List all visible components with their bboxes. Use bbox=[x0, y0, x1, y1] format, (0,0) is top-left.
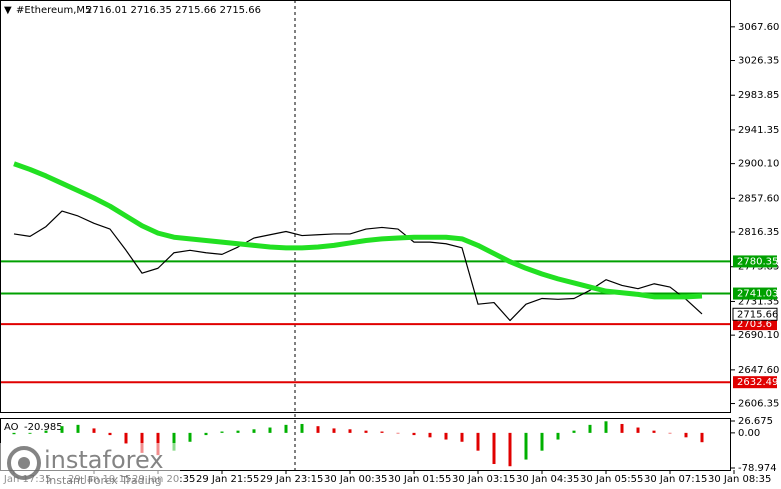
ao-current: -20.985 bbox=[24, 422, 63, 433]
ao-bar bbox=[604, 421, 608, 433]
level-label: 2780.35 bbox=[737, 256, 778, 267]
x-tick-label: 30 Jan 08:35 bbox=[708, 474, 771, 485]
moving-average bbox=[13, 161, 703, 300]
x-tick-label: 30 Jan 07:15 bbox=[644, 474, 707, 485]
tagline: Instant Forex Trading bbox=[46, 474, 162, 487]
ao-bar bbox=[668, 432, 672, 434]
ao-bar bbox=[204, 432, 208, 436]
logo bbox=[7, 446, 41, 480]
watermark: instaforex Instant Forex Trading bbox=[0, 443, 180, 489]
y-tick-label: 26.675 bbox=[738, 416, 773, 427]
level-tag bbox=[733, 318, 777, 331]
ao-bar bbox=[252, 429, 256, 433]
y-tick-label: 2690.10 bbox=[738, 330, 779, 341]
price-line bbox=[13, 210, 703, 322]
y-tick-label: 2731.35 bbox=[738, 296, 779, 307]
ao-bar bbox=[444, 432, 448, 440]
ao-bar bbox=[332, 428, 336, 433]
ao-bar bbox=[284, 424, 288, 433]
ao-bar bbox=[348, 429, 352, 433]
ao-bar bbox=[76, 424, 80, 433]
y-tick-label: 2647.60 bbox=[738, 365, 779, 376]
ao-bar bbox=[652, 430, 656, 433]
level-tag bbox=[733, 255, 777, 268]
ao-bar bbox=[220, 431, 224, 433]
y-tick-label: 3026.35 bbox=[738, 56, 779, 67]
logo-core bbox=[18, 457, 30, 469]
ao-bar bbox=[492, 432, 496, 465]
last-tag bbox=[732, 307, 778, 321]
ao-bar bbox=[620, 423, 624, 433]
ao-bar bbox=[684, 432, 688, 438]
ao-bar bbox=[140, 432, 144, 453]
ao-bar bbox=[28, 432, 32, 434]
ao-bar bbox=[172, 432, 176, 451]
x-tick-label: 30 Jan 00:35 bbox=[324, 474, 387, 485]
ao-bar bbox=[124, 432, 128, 444]
ao-bar bbox=[556, 432, 560, 440]
ao-bar bbox=[524, 432, 528, 460]
ao-bar bbox=[588, 424, 592, 433]
level-tag bbox=[733, 287, 777, 300]
ao-bar bbox=[44, 430, 48, 433]
y-tick-label: 2900.10 bbox=[738, 159, 779, 170]
level-tag bbox=[733, 376, 777, 389]
ao-bar bbox=[236, 430, 240, 433]
y-tick-label: 2816.35 bbox=[738, 227, 779, 238]
ao-bar bbox=[60, 426, 64, 433]
brand: instaforex bbox=[44, 446, 164, 474]
ao-bar bbox=[268, 427, 272, 433]
symbol: ▼ bbox=[4, 5, 12, 16]
x-tick-label: 30 Jan 01:55 bbox=[388, 474, 451, 485]
ao-bar bbox=[12, 432, 16, 435]
ao-bar bbox=[508, 432, 512, 467]
ao-bar bbox=[300, 423, 304, 433]
main-frame bbox=[0, 0, 731, 413]
quote: 2716.01 2716.35 2715.66 2715.66 bbox=[86, 5, 261, 16]
ao-bar bbox=[476, 432, 480, 451]
ao-bar bbox=[428, 432, 432, 438]
chart-title: #Ethereum,M5 bbox=[16, 5, 91, 16]
y-tick-label: 2857.60 bbox=[738, 193, 779, 204]
ao-bar bbox=[188, 432, 192, 442]
x-tick-label: 30 Jan 04:35 bbox=[516, 474, 579, 485]
y-tick-label: 3067.60 bbox=[738, 22, 779, 33]
level-label: 2632.49 bbox=[737, 377, 778, 388]
ao-bar bbox=[364, 430, 368, 433]
ao-bar bbox=[540, 432, 544, 451]
ao-bar bbox=[380, 431, 384, 433]
last-label: 2715.66 bbox=[737, 309, 778, 320]
ao-bar bbox=[316, 426, 320, 433]
ao-bar bbox=[636, 427, 640, 433]
y-tick-label: -78.974 bbox=[738, 463, 777, 474]
ao-bar bbox=[460, 432, 464, 442]
y-tick-label: 2606.35 bbox=[738, 399, 779, 410]
ao-title: AO bbox=[4, 422, 19, 433]
x-tick-label: 30 Jan 05:55 bbox=[580, 474, 643, 485]
x-tick-label: 29 Jan 23:15 bbox=[260, 474, 323, 485]
y-tick-label: 0.00 bbox=[738, 428, 760, 439]
ao-bar bbox=[572, 430, 576, 433]
y-tick-label: 2941.35 bbox=[738, 125, 779, 136]
ao-bar bbox=[412, 432, 416, 436]
x-tick-label: 30 Jan 03:15 bbox=[452, 474, 515, 485]
ao-bar bbox=[92, 428, 96, 433]
level-label: 2703.6 bbox=[737, 319, 772, 330]
ao-bar bbox=[700, 432, 704, 443]
y-tick-label: 2983.85 bbox=[738, 90, 779, 101]
ao-bar bbox=[396, 432, 400, 434]
ao-bar bbox=[108, 432, 112, 436]
x-tick-label: 29 Jan 21:55 bbox=[196, 474, 259, 485]
level-label: 2741.03 bbox=[737, 289, 778, 300]
plot: 3067.60 3026.35 2983.85 2941.35 2900.10 2857.… bbox=[0, 22, 779, 485]
